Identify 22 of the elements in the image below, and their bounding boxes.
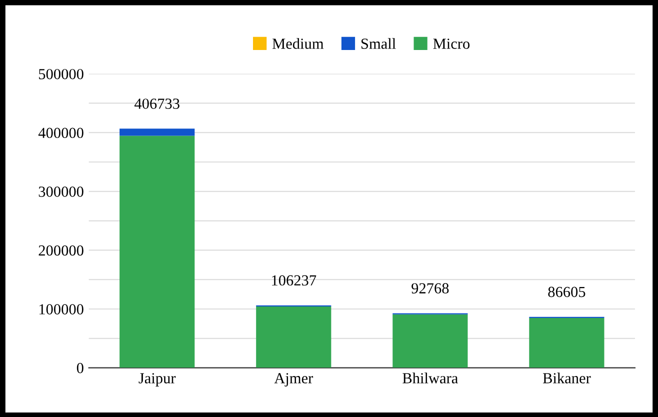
x-tick-label: Bikaner — [542, 372, 591, 384]
y-tick-label: 0 — [76, 362, 84, 374]
total-label: 86605 — [548, 286, 586, 298]
bar — [529, 318, 604, 368]
y-tick-label: 200000 — [38, 245, 84, 256]
legend-label: Small — [361, 38, 396, 49]
bar — [392, 314, 468, 368]
total-label: 92768 — [412, 283, 449, 294]
x-tick-label: Bhilwara — [402, 372, 458, 384]
x-tick-label: Ajmer — [274, 373, 314, 387]
y-tick-label: 500000 — [39, 68, 84, 80]
bar — [120, 128, 195, 136]
x-tick-label: Jaipur — [138, 373, 176, 387]
bar — [256, 306, 332, 368]
y-tick-label: 100000 — [39, 304, 84, 314]
legend-label: Medium — [272, 38, 324, 49]
total-label: 406733 — [134, 98, 180, 109]
total-label: 106237 — [272, 275, 316, 286]
y-tick-label: 300000 — [38, 186, 84, 197]
bar — [120, 136, 195, 368]
y-tick-label: 400000 — [38, 128, 84, 138]
legend-label: Micro — [433, 38, 470, 49]
